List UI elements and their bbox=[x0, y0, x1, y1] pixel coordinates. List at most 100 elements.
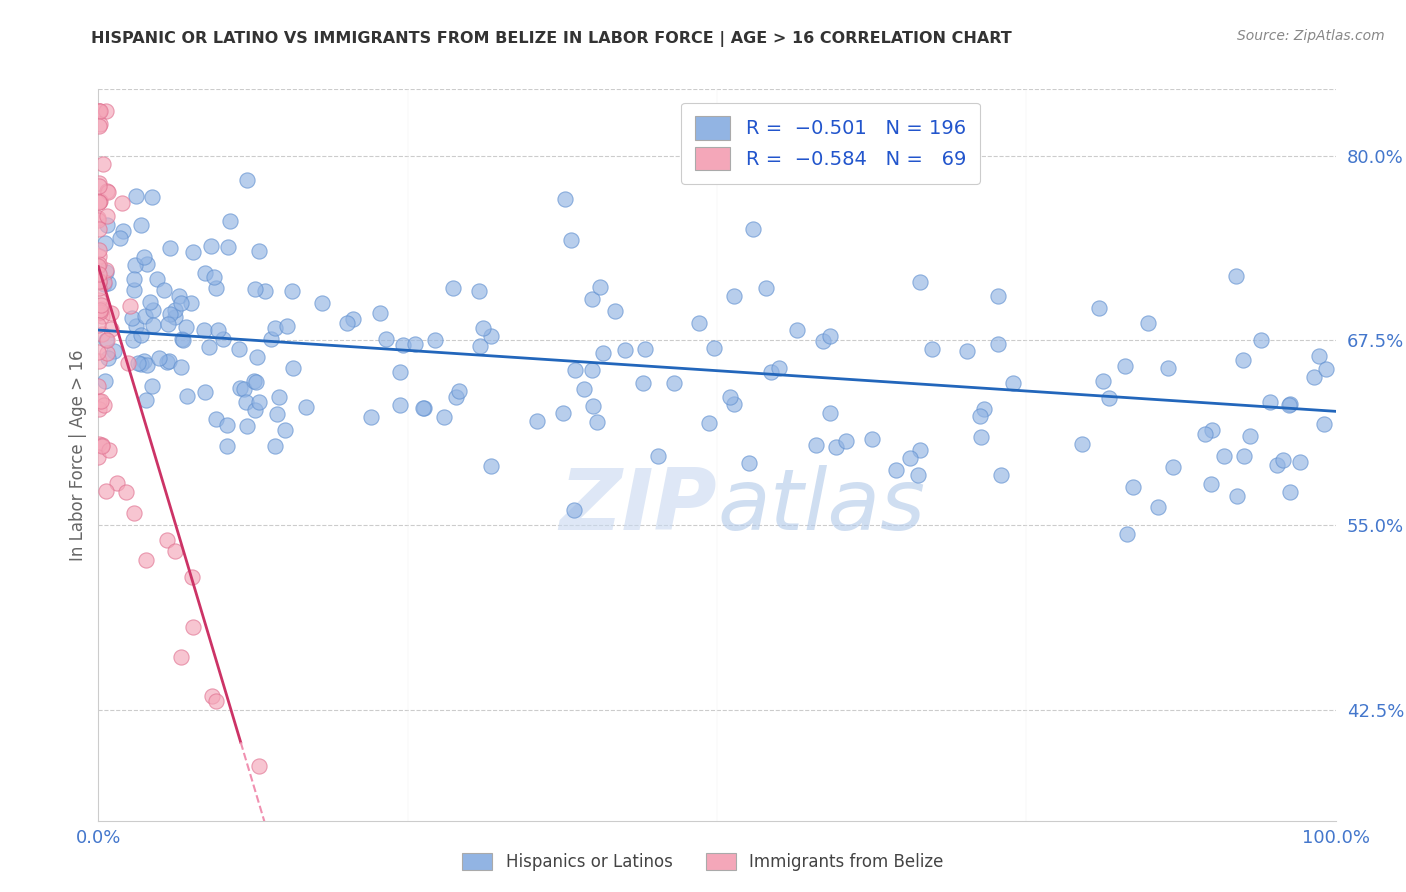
Point bbox=[181, 620, 204, 634]
Point bbox=[1267, 458, 1289, 472]
Point bbox=[93, 275, 115, 289]
Point bbox=[633, 376, 655, 391]
Point bbox=[1114, 359, 1136, 373]
Y-axis label: In Labor Force | Age > 16: In Labor Force | Age > 16 bbox=[69, 349, 87, 561]
Point bbox=[1233, 449, 1256, 463]
Point bbox=[1115, 527, 1137, 541]
Point bbox=[1250, 334, 1272, 348]
Point bbox=[125, 189, 148, 203]
Point bbox=[170, 332, 193, 346]
Point bbox=[96, 185, 118, 199]
Point bbox=[87, 104, 110, 119]
Point bbox=[1226, 489, 1249, 503]
Point bbox=[129, 218, 152, 232]
Point bbox=[634, 343, 657, 357]
Point bbox=[820, 328, 842, 343]
Point bbox=[311, 296, 333, 310]
Legend: R =  −0.501   N = 196, R =  −0.584   N =   69: R = −0.501 N = 196, R = −0.584 N = 69 bbox=[682, 103, 980, 184]
Point bbox=[1157, 360, 1180, 375]
Point bbox=[170, 360, 193, 375]
Point bbox=[1199, 477, 1222, 491]
Point bbox=[97, 351, 120, 365]
Point bbox=[264, 438, 287, 452]
Point bbox=[139, 295, 162, 310]
Legend: Hispanics or Latinos, Immigrants from Belize: Hispanics or Latinos, Immigrants from Be… bbox=[454, 845, 952, 880]
Point bbox=[87, 243, 110, 257]
Point bbox=[236, 418, 259, 433]
Point bbox=[87, 257, 110, 271]
Point bbox=[87, 259, 110, 273]
Point bbox=[94, 265, 117, 279]
Point bbox=[264, 321, 287, 335]
Point bbox=[1239, 429, 1261, 443]
Point bbox=[114, 485, 136, 500]
Point bbox=[165, 310, 187, 325]
Point bbox=[201, 689, 224, 703]
Point bbox=[269, 390, 291, 404]
Point bbox=[1272, 452, 1295, 467]
Point bbox=[100, 321, 122, 335]
Point bbox=[157, 354, 180, 368]
Point bbox=[1136, 316, 1159, 330]
Point bbox=[93, 398, 115, 412]
Point bbox=[425, 334, 447, 348]
Point bbox=[1001, 376, 1024, 391]
Point bbox=[96, 334, 118, 348]
Point bbox=[1122, 480, 1144, 494]
Point bbox=[94, 333, 117, 347]
Point bbox=[1258, 394, 1281, 409]
Point bbox=[242, 374, 264, 388]
Point bbox=[375, 332, 398, 346]
Point bbox=[970, 429, 993, 443]
Point bbox=[89, 401, 111, 416]
Point bbox=[87, 276, 110, 290]
Point bbox=[118, 299, 141, 313]
Point bbox=[91, 309, 114, 323]
Point bbox=[811, 334, 834, 348]
Point bbox=[479, 328, 502, 343]
Point bbox=[1278, 484, 1301, 499]
Point bbox=[87, 318, 110, 333]
Point bbox=[273, 423, 295, 437]
Point bbox=[134, 354, 156, 368]
Point bbox=[159, 307, 181, 321]
Point bbox=[825, 441, 848, 455]
Point bbox=[163, 302, 186, 317]
Point bbox=[91, 302, 114, 317]
Point bbox=[205, 281, 228, 295]
Point bbox=[217, 240, 239, 254]
Point bbox=[141, 190, 163, 204]
Point bbox=[1092, 374, 1115, 388]
Point bbox=[100, 306, 122, 320]
Point bbox=[157, 317, 180, 331]
Point bbox=[93, 156, 115, 170]
Point bbox=[368, 306, 391, 320]
Point bbox=[266, 407, 288, 421]
Point bbox=[89, 303, 111, 318]
Point bbox=[215, 417, 238, 432]
Point bbox=[194, 266, 217, 280]
Point bbox=[589, 279, 612, 293]
Point bbox=[647, 449, 669, 463]
Point bbox=[581, 292, 603, 306]
Point bbox=[1088, 301, 1111, 316]
Point bbox=[249, 758, 271, 772]
Point bbox=[662, 376, 685, 391]
Point bbox=[87, 195, 110, 210]
Point bbox=[107, 476, 129, 491]
Point bbox=[89, 117, 111, 131]
Point bbox=[921, 342, 943, 356]
Point bbox=[472, 320, 495, 334]
Point bbox=[91, 438, 114, 452]
Point bbox=[87, 120, 110, 134]
Point bbox=[96, 209, 118, 223]
Point bbox=[1278, 397, 1301, 411]
Point bbox=[194, 385, 217, 400]
Point bbox=[236, 173, 259, 187]
Point bbox=[412, 401, 434, 415]
Point bbox=[907, 468, 929, 483]
Point bbox=[235, 394, 257, 409]
Text: ZIP: ZIP bbox=[560, 465, 717, 548]
Point bbox=[233, 382, 256, 396]
Point bbox=[613, 343, 636, 357]
